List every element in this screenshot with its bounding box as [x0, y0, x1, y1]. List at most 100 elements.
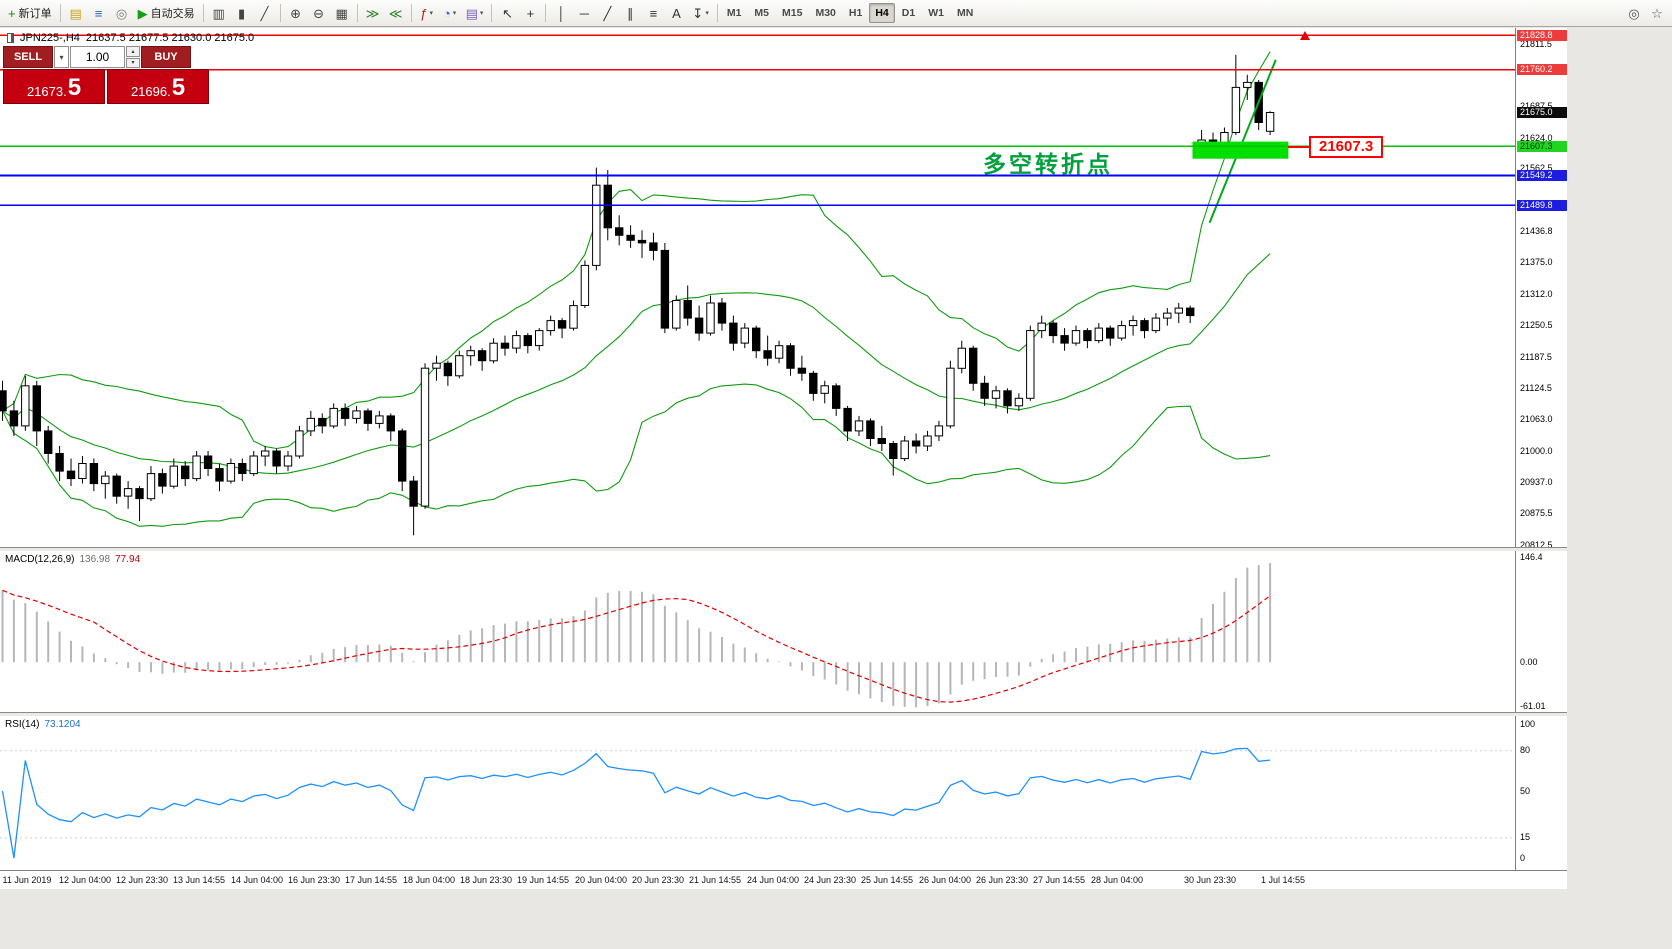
timeframe-mn[interactable]: MN	[956, 7, 974, 19]
toolbar: + 新订单 ▤ ≡ ◎ ▶ 自动交易 ▥ ▮ ╱ ⊕ ⊖ ▦ ≫ ≪ ƒ ▾ ◔ ▾ ▤ ▾ ↖ + │ ─ ╱ ∥ ≡ A ↧ ▾ M1 M…	[0, 0, 1672, 27]
vertical-line-icon: │	[557, 5, 566, 21]
time-tick: 28 Jun 04:00	[1090, 875, 1144, 885]
horizontal-line-button[interactable]: ─	[573, 2, 595, 24]
rsi-axis-label: 100	[1520, 718, 1536, 729]
search-button[interactable]: ◎	[1623, 2, 1645, 24]
buy-button[interactable]: BUY	[141, 46, 191, 68]
price-axis[interactable]: 21811.5 21687.5 21624.0 21562.5 21436.8 21375…	[1515, 28, 1567, 870]
sell-price-display[interactable]: 21673. 5	[3, 69, 105, 104]
rsi-axis-label: 50	[1520, 785, 1531, 796]
sell-button[interactable]: SELL	[3, 46, 53, 68]
price-callout-connector	[1288, 146, 1309, 148]
price-badge-support-lower: 21489.8	[1517, 199, 1567, 211]
candlestick-icon	[7, 33, 14, 43]
equidistant-channel-icon: ∥	[627, 5, 634, 21]
templates-button[interactable]: ▤ ▾	[462, 2, 488, 24]
arrows-button[interactable]: ↧ ▾	[688, 2, 712, 24]
timeframe-m15[interactable]: M15	[782, 7, 803, 19]
navigator-button[interactable]: ◎	[111, 2, 133, 24]
zoom-out-button[interactable]: ⊖	[308, 2, 330, 24]
trendline-button[interactable]: ╱	[596, 2, 618, 24]
fibonacci-icon: ≡	[649, 5, 658, 21]
time-tick: 13 Jun 14:55	[172, 875, 226, 885]
toolbar-buttons: + 新订单 ▤ ≡ ◎ ▶ 自动交易 ▥ ▮ ╱ ⊕ ⊖ ▦ ≫ ≪ ƒ ▾ ◔ ▾ ▤ ▾ ↖ + │ ─ ╱ ∥ ≡ A ↧ ▾	[4, 2, 721, 24]
auto-scroll-button[interactable]: ≫	[362, 2, 384, 24]
line-chart-icon: ╱	[260, 5, 269, 21]
sell-price-big: 5	[67, 74, 82, 101]
vertical-line-button[interactable]: │	[550, 2, 572, 24]
navigator-icon: ◎	[115, 5, 128, 21]
dropdown-arrow-icon: ▾	[479, 10, 484, 17]
indicators-icon: ƒ	[420, 5, 428, 21]
rsi-chart[interactable]	[0, 716, 1515, 870]
crosshair-icon: +	[526, 5, 535, 21]
new-order-button[interactable]: + 新订单	[4, 2, 56, 24]
time-tick: 18 Jun 04:00	[402, 875, 456, 885]
buy-price-main: 21696.	[130, 84, 171, 100]
cursor-button[interactable]: ↖	[496, 2, 518, 24]
periods-icon: ◔	[442, 5, 451, 21]
price-tick: 21375.0	[1520, 257, 1553, 268]
price-tick: 21312.0	[1520, 289, 1553, 299]
price-callout-label[interactable]: 21607.3	[1309, 136, 1384, 158]
lot-size-input[interactable]	[70, 46, 125, 68]
timeframe-h1[interactable]: H1	[848, 7, 863, 19]
cursor-icon: ↖	[501, 5, 513, 21]
chart-ohlc-values: 21637.5 21677.5 21630.0 21675.0	[85, 32, 255, 44]
buy-price-display[interactable]: 21696. 5	[107, 69, 209, 104]
trade-panel-prices: 21673. 5 21696. 5	[3, 69, 209, 104]
horizontal-line-icon: ─	[579, 5, 590, 21]
panel-divider-rsi[interactable]	[0, 712, 1567, 716]
time-tick: 1 Jul 14:55	[1260, 875, 1306, 885]
chart-window: 11 Jun 2019 12 Jun 04:00 12 Jun 23:30 13 Ju…	[0, 28, 1567, 889]
timeframe-d1[interactable]: D1	[901, 7, 916, 19]
time-tick: 18 Jun 23:30	[459, 875, 513, 885]
time-tick: 24 Jun 04:00	[746, 875, 800, 885]
market-watch-button[interactable]: ≡	[88, 2, 110, 24]
equidistant-channel-button[interactable]: ∥	[619, 2, 641, 24]
new-order-button-label: 新订单	[18, 8, 52, 20]
line-chart-button[interactable]: ╱	[254, 2, 276, 24]
timeframe-m5[interactable]: M5	[754, 7, 770, 19]
time-axis[interactable]: 11 Jun 2019 12 Jun 04:00 12 Jun 23:30 13 Ju…	[0, 870, 1567, 889]
price-tick: 21063.0	[1520, 413, 1553, 424]
one-click-trade-panel: SELL ▾ ▴ ▾ BUY 21673.5 21696.5	[3, 46, 209, 104]
timeframe-m30[interactable]: M30	[815, 7, 836, 19]
timeframe-h4[interactable]: H4	[869, 3, 895, 23]
zoom-out-icon: ⊖	[313, 5, 325, 21]
time-tick: 17 Jun 14:55	[344, 875, 398, 885]
time-tick: 27 Jun 14:55	[1032, 875, 1086, 885]
charts-window-button[interactable]: ▤	[65, 2, 87, 24]
timeframe-w1[interactable]: W1	[928, 7, 944, 19]
macd-axis-label: 0.00	[1520, 656, 1538, 667]
auto-trading-icon: ▶	[137, 5, 148, 21]
timeframe-m1[interactable]: M1	[726, 7, 742, 19]
price-chart[interactable]	[0, 28, 1515, 547]
price-tick: 20937.0	[1520, 477, 1553, 488]
new-order-icon: +	[8, 5, 16, 21]
zoom-in-button[interactable]: ⊕	[285, 2, 307, 24]
crosshair-button[interactable]: +	[519, 2, 541, 24]
bar-chart-button[interactable]: ▥	[208, 2, 230, 24]
macd-chart[interactable]	[0, 551, 1515, 712]
lot-decrease-button[interactable]: ▾	[126, 57, 140, 68]
text-label-button[interactable]: A	[665, 2, 687, 24]
price-tick: 21687.5	[1520, 100, 1553, 111]
candlestick-chart-button[interactable]: ▮	[231, 2, 253, 24]
tile-windows-button[interactable]: ▦	[331, 2, 353, 24]
zoom-in-icon: ⊕	[290, 5, 302, 21]
indicators-button[interactable]: ƒ ▾	[416, 2, 438, 24]
chart-shift-button[interactable]: ≪	[385, 2, 407, 24]
macd-value-signal: 77.94	[115, 554, 141, 565]
auto-trading-button[interactable]: ▶ 自动交易	[134, 2, 199, 24]
fibonacci-button[interactable]: ≡	[642, 2, 664, 24]
rsi-value: 73.1204	[44, 719, 81, 730]
periods-button[interactable]: ◔ ▾	[439, 2, 461, 24]
order-type-dropdown[interactable]: ▾	[54, 46, 69, 68]
favorites-button[interactable]: ☆	[1646, 2, 1668, 24]
sell-price-main: 21673.	[26, 84, 67, 100]
toolbar-separator	[202, 4, 204, 22]
lot-increase-button[interactable]: ▴	[126, 46, 140, 57]
panel-divider-macd[interactable]	[0, 547, 1567, 551]
